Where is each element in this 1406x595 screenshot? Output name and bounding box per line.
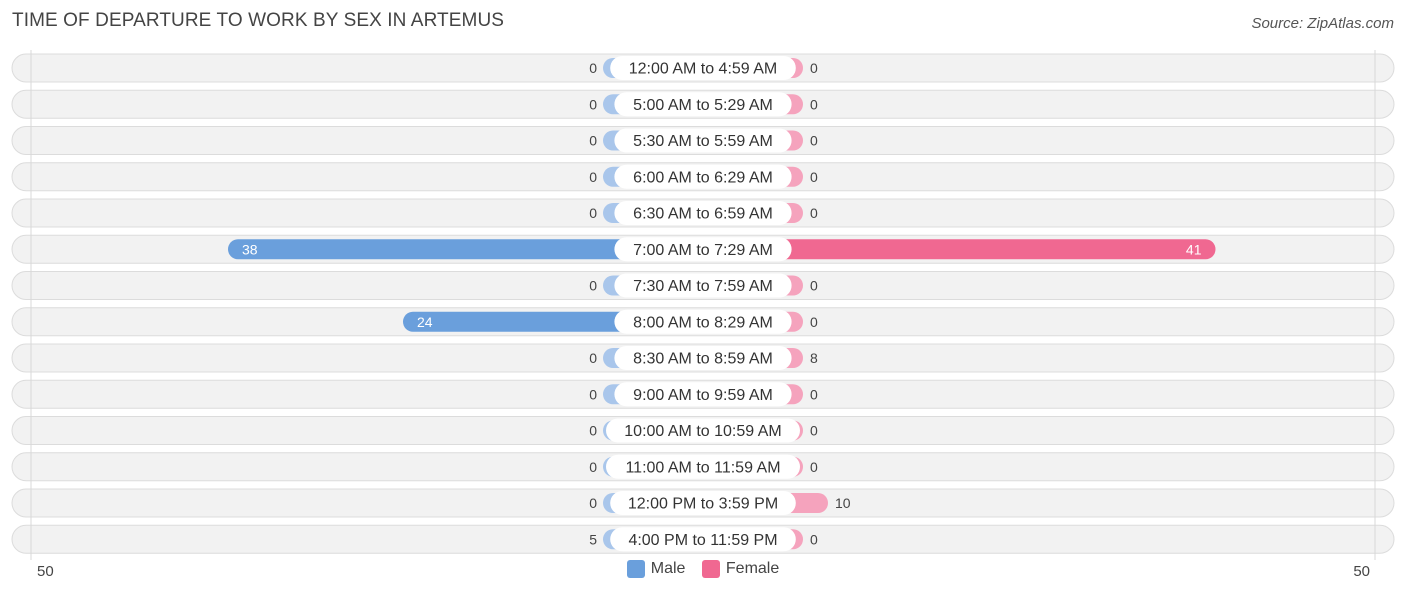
male-value-label: 0 xyxy=(589,278,597,294)
category-label: 10:00 AM to 10:59 AM xyxy=(624,423,781,440)
category-label: 7:30 AM to 7:59 AM xyxy=(633,278,773,295)
legend-swatch-male xyxy=(626,560,645,578)
category-label-bg xyxy=(614,382,792,407)
chart-canvas: 0 0 12:00 AM to 4:59 AM 0 0 5:00 AM to 5:29 A… xyxy=(11,50,1395,560)
male-value-label: 5 xyxy=(589,531,597,547)
female-value-label: 0 xyxy=(810,96,818,112)
legend: Male Female xyxy=(0,560,1406,583)
source-label: Source: ZipAtlas.com xyxy=(1251,15,1394,32)
female-value-label: 0 xyxy=(810,459,818,475)
category-label-bg xyxy=(614,201,792,225)
female-value-label: 0 xyxy=(810,60,818,76)
category-label-bg xyxy=(610,56,796,80)
category-label: 12:00 AM to 4:59 AM xyxy=(629,61,778,78)
axis-left-label: 50 xyxy=(37,563,54,580)
female-value-label: 0 xyxy=(810,423,818,439)
female-value-label: 0 xyxy=(810,133,818,149)
axis-right-label: 50 xyxy=(1353,563,1370,580)
legend-item-female: Female xyxy=(701,560,780,578)
female-value-label: 0 xyxy=(810,314,818,330)
category-label: 7:00 AM to 7:29 AM xyxy=(633,242,773,259)
category-label: 8:00 AM to 8:29 AM xyxy=(633,314,773,331)
female-value-label: 0 xyxy=(810,205,818,221)
legend-swatch-female xyxy=(701,560,720,578)
category-label: 12:00 PM to 3:59 PM xyxy=(628,496,778,513)
legend-label-male: Male xyxy=(650,560,686,577)
male-value-label: 0 xyxy=(589,459,597,475)
female-value-label: 0 xyxy=(810,531,818,547)
category-label-bg xyxy=(614,346,792,370)
male-value-label: 0 xyxy=(589,350,597,366)
female-value-label: 0 xyxy=(810,278,818,294)
male-value-label: 0 xyxy=(589,495,597,511)
male-value-label: 38 xyxy=(242,241,258,257)
category-label-bg xyxy=(614,309,792,334)
male-value-label: 0 xyxy=(589,386,597,402)
category-label-bg xyxy=(610,491,796,515)
category-label-bg xyxy=(614,128,792,153)
male-value-label: 0 xyxy=(589,169,597,185)
male-value-label: 0 xyxy=(589,133,597,149)
male-bar xyxy=(228,239,703,260)
female-value-label: 8 xyxy=(810,350,818,366)
female-value-label: 0 xyxy=(810,386,818,402)
male-value-label: 0 xyxy=(589,423,597,439)
female-value-label: 10 xyxy=(835,495,851,511)
category-label-bg xyxy=(614,273,792,298)
category-label: 5:30 AM to 5:59 AM xyxy=(633,133,773,150)
female-value-label: 0 xyxy=(810,169,818,185)
category-label-bg xyxy=(606,418,800,443)
male-value-label: 0 xyxy=(589,205,597,221)
category-label: 8:30 AM to 8:59 AM xyxy=(633,351,773,368)
category-label-bg xyxy=(610,527,796,552)
male-value-label: 0 xyxy=(589,60,597,76)
category-label-bg xyxy=(614,237,792,262)
category-label-bg xyxy=(614,92,792,117)
female-bar xyxy=(703,239,1216,260)
category-label: 6:00 AM to 6:29 AM xyxy=(633,169,773,186)
category-label-bg xyxy=(606,454,800,479)
category-label: 6:30 AM to 6:59 AM xyxy=(633,206,773,223)
legend-label-female: Female xyxy=(725,560,780,577)
female-value-label: 41 xyxy=(1186,241,1202,257)
male-value-label: 0 xyxy=(589,96,597,112)
male-value-label: 24 xyxy=(417,314,433,330)
category-label-bg xyxy=(614,164,792,189)
category-label: 9:00 AM to 9:59 AM xyxy=(633,387,773,404)
category-label: 4:00 PM to 11:59 PM xyxy=(628,532,777,549)
category-label: 5:00 AM to 5:29 AM xyxy=(633,97,773,114)
legend-item-male: Male xyxy=(626,560,686,578)
chart-title: TIME OF DEPARTURE TO WORK BY SEX IN ARTE… xyxy=(12,10,505,31)
category-label: 11:00 AM to 11:59 AM xyxy=(625,459,780,476)
